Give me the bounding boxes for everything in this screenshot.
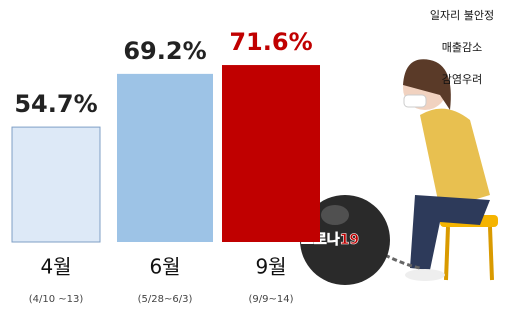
- value-label: 54.7%: [14, 90, 97, 118]
- ball-shine: [321, 205, 349, 225]
- x-sub-label: (4/10 ~13): [29, 294, 84, 305]
- illustration: 코로나19: [300, 59, 498, 285]
- annotation: 매출감소: [442, 41, 482, 54]
- figure-legs: [410, 195, 490, 270]
- x-sub-label: (5/28~6/3): [138, 294, 193, 305]
- stool-leg: [446, 227, 448, 280]
- annotation: 감염우려: [442, 73, 482, 86]
- stool-leg: [490, 227, 492, 280]
- shoes: [405, 269, 445, 281]
- annotation: 일자리 불안정: [430, 8, 494, 22]
- bar: [222, 65, 320, 242]
- x-sub-label: (9/9~14): [249, 294, 294, 305]
- x-tick-label: 6월: [149, 255, 180, 279]
- value-label: 71.6%: [229, 28, 312, 56]
- figure-body: [420, 109, 490, 210]
- bar: [12, 127, 100, 242]
- chart: 코로나19 54.7% 4월 (4/10 ~13) 69.2% 6월 (5/28~6/3)…: [0, 0, 505, 311]
- x-tick-label: 4월: [40, 255, 71, 279]
- value-label: 69.2%: [123, 37, 206, 65]
- bar: [117, 74, 213, 242]
- mask: [404, 95, 426, 107]
- x-tick-label: 9월: [255, 255, 286, 279]
